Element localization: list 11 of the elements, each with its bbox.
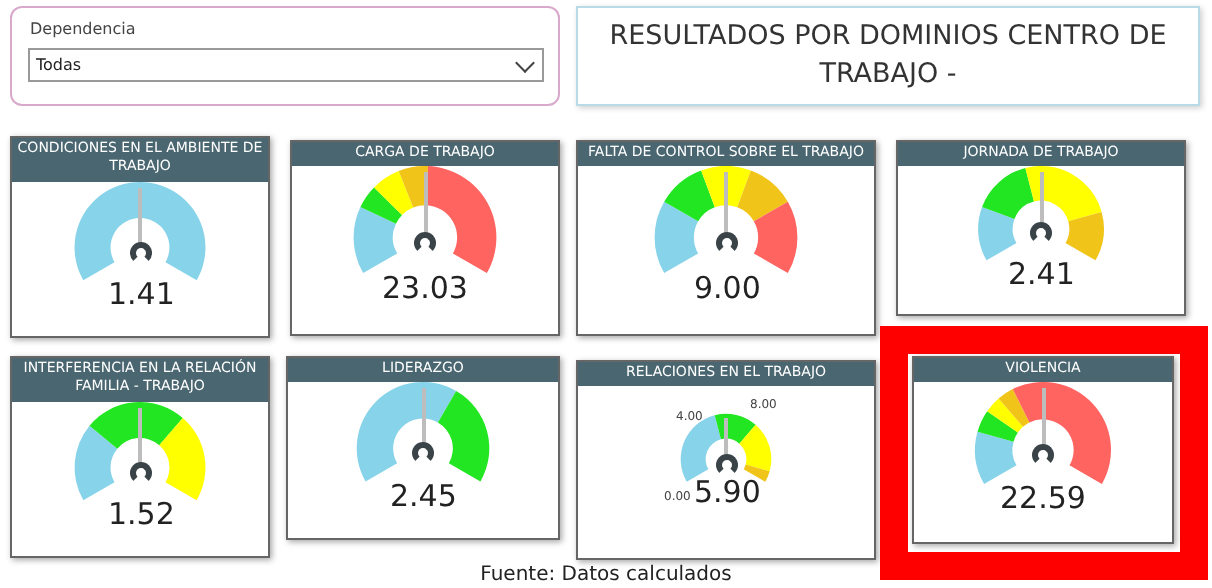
text: 2.41 xyxy=(1008,256,1075,292)
text: RESULTADOS POR DOMINIOS CENTRO DE TRABAJO - xyxy=(576,6,1200,106)
text: 1.52 xyxy=(108,496,175,532)
source-note: Fuente: Datos calculados xyxy=(478,564,734,586)
text: 1.41 xyxy=(108,276,175,312)
text: 23.03 xyxy=(382,270,468,306)
text: 5.90 xyxy=(694,474,761,510)
text: 2.45 xyxy=(390,478,457,514)
text: 9.00 xyxy=(694,270,761,306)
text: 22.59 xyxy=(1000,480,1086,516)
dropdown-filter: Dependencia Todas xyxy=(10,6,560,106)
